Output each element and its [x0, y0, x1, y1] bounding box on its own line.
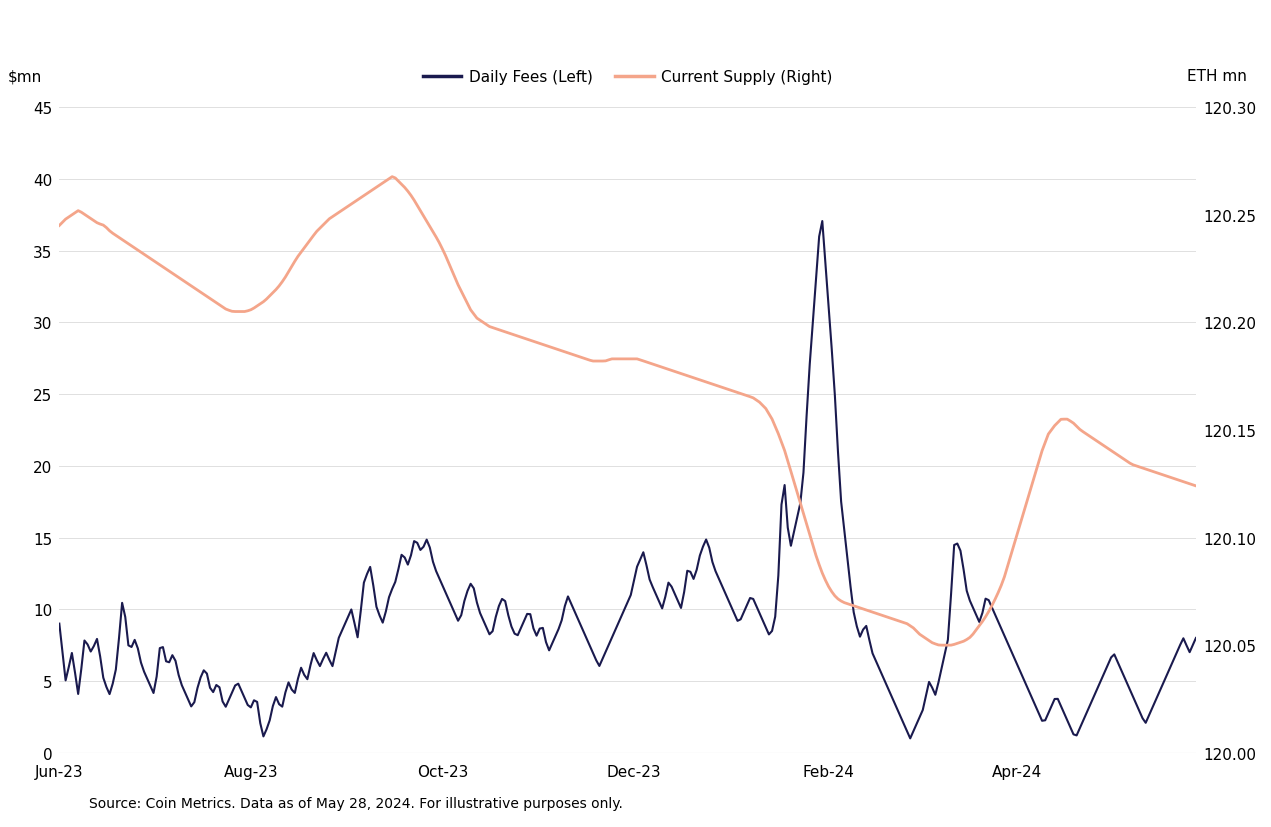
Text: ETH mn: ETH mn: [1187, 69, 1247, 84]
Text: $mn: $mn: [8, 69, 42, 84]
Text: Source: Coin Metrics. Data as of May 28, 2024. For illustrative purposes only.: Source: Coin Metrics. Data as of May 28,…: [89, 796, 623, 810]
Legend: Daily Fees (Left), Current Supply (Right): Daily Fees (Left), Current Supply (Right…: [417, 64, 839, 91]
